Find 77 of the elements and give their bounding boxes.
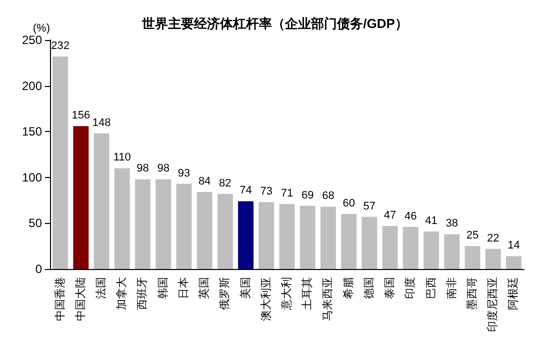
x-tick-label: 泰国	[384, 277, 396, 299]
x-tick-label: 印度尼西亚	[486, 277, 500, 332]
bar	[52, 56, 68, 269]
x-tick-label: 意大利	[280, 277, 293, 311]
y-tick-label: 100	[22, 170, 42, 184]
x-tick-label: 中国大陆	[74, 277, 87, 321]
bar	[94, 133, 110, 269]
x-tick-label: 印度	[404, 277, 417, 299]
data-label: 25	[466, 230, 479, 242]
x-tick-label: 韩国	[156, 277, 170, 299]
y-axis-title: (%)	[32, 22, 50, 34]
data-label: 47	[384, 209, 396, 222]
x-tick-label: 英国	[198, 277, 211, 299]
x-tick-label: 墨西哥	[466, 277, 478, 310]
data-label: 38	[446, 218, 458, 230]
data-label: 84	[198, 176, 211, 188]
bar	[114, 168, 130, 269]
bar	[464, 246, 480, 269]
x-tick-label: 希腊	[342, 277, 355, 299]
bar	[73, 126, 89, 269]
data-label: 110	[113, 152, 131, 164]
x-tick-label: 中国香港	[53, 277, 66, 321]
x-tick-label: 日本	[176, 277, 190, 299]
bar	[238, 201, 254, 269]
data-label: 46	[404, 210, 417, 222]
x-tick-label: 俄罗斯	[218, 277, 232, 310]
data-label: 14	[508, 240, 520, 252]
x-tick-label: 马来西亚	[321, 277, 334, 321]
x-tick-label: 美国	[238, 277, 252, 299]
bar	[485, 248, 501, 269]
x-tick-label: 法国	[94, 277, 108, 299]
bar	[279, 204, 295, 269]
data-label: 98	[157, 162, 170, 175]
x-tick-label: 阿根廷	[508, 277, 520, 310]
data-label: 68	[322, 190, 334, 202]
x-tick-label: 西班牙	[136, 277, 149, 310]
bar	[444, 234, 460, 269]
x-tick-label: 南非	[444, 277, 458, 299]
bar	[135, 179, 150, 269]
bar	[382, 226, 398, 269]
bar	[176, 184, 192, 269]
y-tick-label: 200	[22, 78, 42, 93]
data-label: 148	[92, 116, 111, 129]
x-tick-label: 加拿大	[115, 277, 128, 310]
bar	[258, 202, 274, 269]
data-label: 57	[363, 200, 376, 212]
y-tick-label: 150	[22, 124, 42, 139]
bar	[196, 192, 212, 269]
x-tick-label: 土耳其	[300, 277, 314, 310]
x-tick-label: 澳大利亚	[259, 277, 272, 321]
bar	[156, 179, 172, 269]
bar	[320, 206, 336, 269]
bar	[217, 194, 233, 269]
data-label: 41	[425, 214, 438, 227]
bar	[362, 216, 378, 269]
x-tick-label: 巴西	[425, 277, 438, 299]
data-label: 82	[219, 177, 232, 190]
data-label: 73	[260, 186, 273, 198]
bar	[506, 256, 522, 269]
x-tick-label: 德国	[363, 277, 376, 299]
data-label: 22	[486, 232, 500, 244]
y-tick-label: 50	[28, 216, 42, 230]
data-label: 69	[301, 189, 314, 202]
data-label: 232	[51, 40, 70, 52]
bar	[300, 206, 316, 269]
data-label: 60	[342, 198, 355, 210]
y-tick-label: 0	[35, 262, 42, 276]
bar	[424, 231, 439, 269]
y-tick-label: 250	[22, 33, 42, 47]
data-label: 93	[178, 167, 190, 180]
bar	[341, 214, 357, 269]
bar	[402, 226, 418, 269]
data-label: 74	[240, 184, 252, 197]
chart-title: 世界主要经济体杠杆率（企业部门债务/GDP）	[141, 16, 408, 31]
data-label: 71	[280, 187, 294, 200]
data-label: 98	[136, 162, 149, 175]
data-label: 156	[72, 110, 90, 122]
